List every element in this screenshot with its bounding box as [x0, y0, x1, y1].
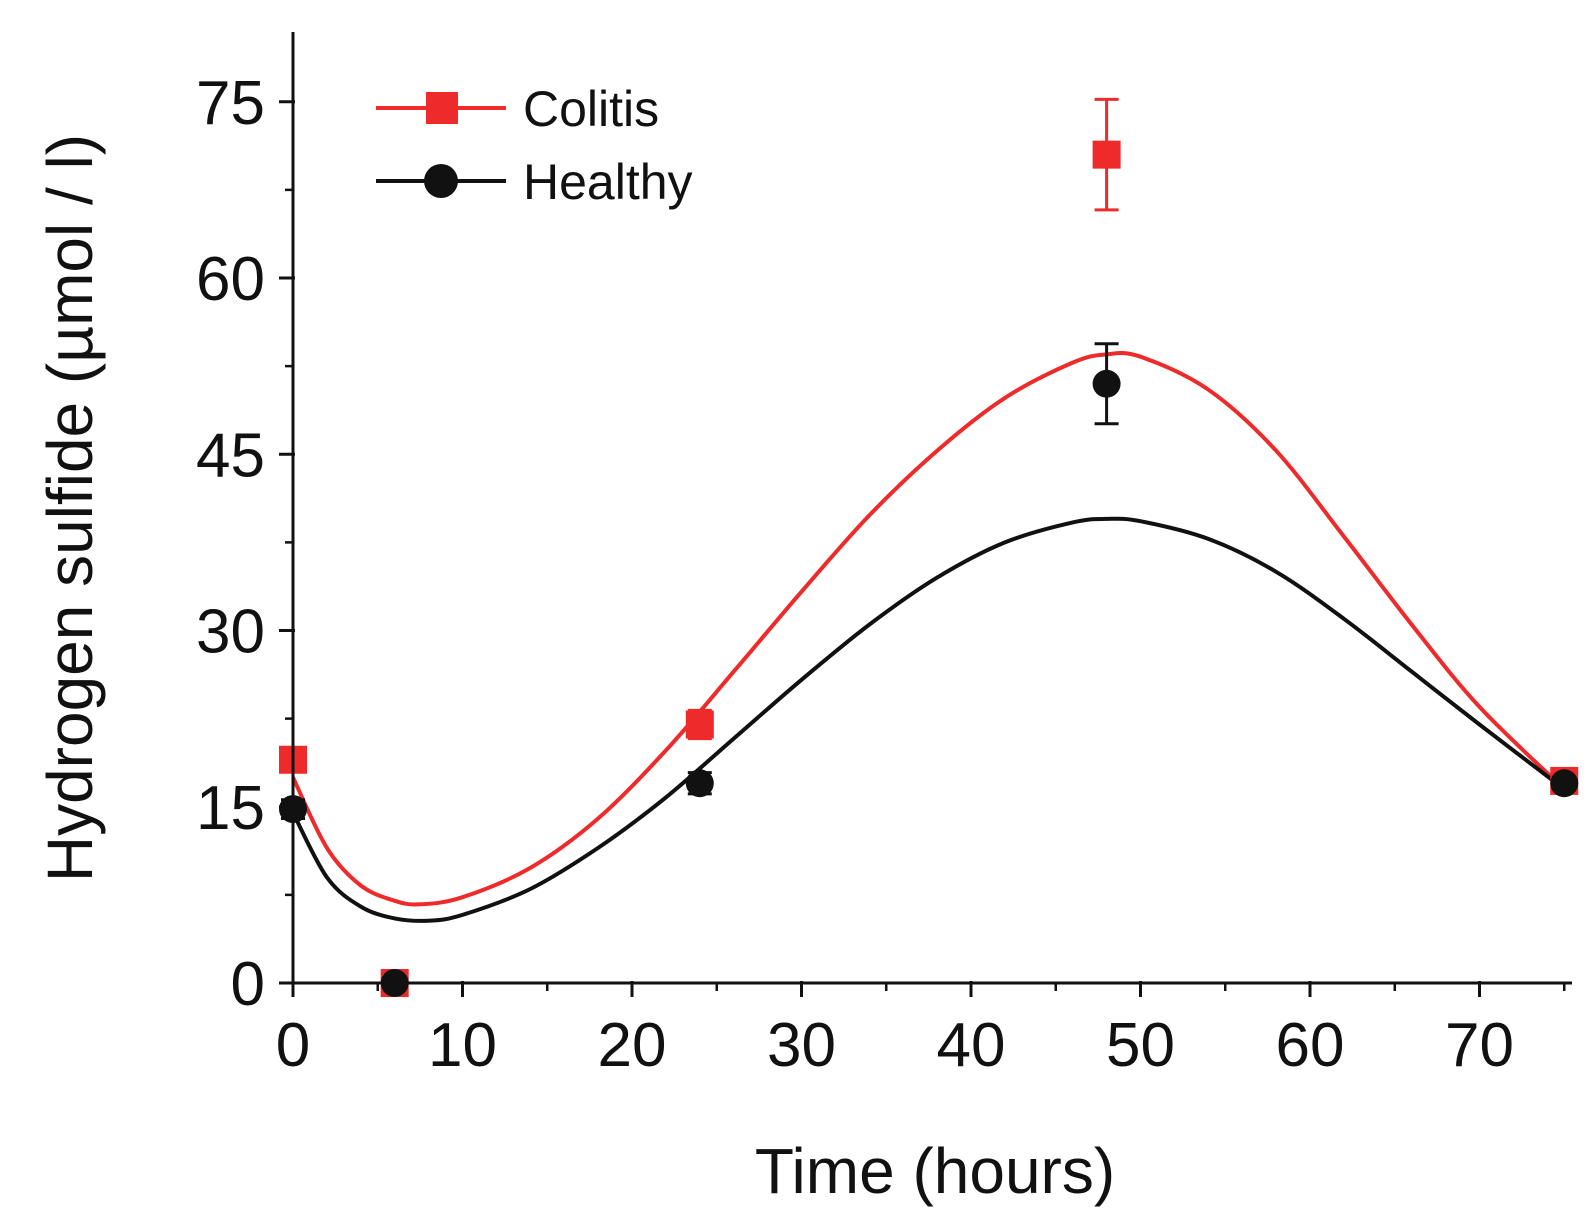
x-tick-label: 30 — [767, 1011, 836, 1080]
data-point-healthy — [1550, 769, 1579, 798]
fit-curve-healthy — [291, 516, 1566, 923]
x-axis-title: Time (hours) — [755, 1135, 1115, 1207]
y-tick-label: 75 — [196, 69, 265, 138]
data-point-colitis — [685, 710, 714, 739]
data-points — [279, 140, 1579, 997]
y-tick-label: 30 — [196, 598, 265, 667]
x-axis-ticks — [291, 981, 1566, 997]
y-tick-label: 0 — [231, 950, 265, 1019]
y-tick-label: 45 — [196, 421, 265, 490]
data-point-healthy — [685, 769, 714, 798]
legend-healthy-marker — [424, 164, 458, 198]
y-tick-label: 15 — [196, 774, 265, 843]
x-axis-tick-labels: 0 10 20 30 40 50 60 70 — [276, 1011, 1514, 1080]
data-point-colitis — [1092, 140, 1121, 169]
x-tick-label: 10 — [428, 1011, 497, 1080]
fit-curve-colitis — [291, 351, 1566, 907]
x-tick-label: 50 — [1106, 1011, 1175, 1080]
legend-colitis-label: Colitis — [523, 81, 659, 137]
fit-curves — [291, 351, 1566, 923]
data-point-healthy — [1092, 369, 1121, 398]
x-tick-label: 70 — [1445, 1011, 1514, 1080]
y-axis-title: Hydrogen sulfide (µmol / l) — [34, 134, 106, 882]
x-tick-label: 20 — [598, 1011, 667, 1080]
y-axis-tick-labels: 0 15 30 45 60 75 — [196, 69, 265, 1019]
x-tick-label: 0 — [276, 1011, 310, 1080]
y-tick-label: 60 — [196, 245, 265, 314]
legend-healthy-label: Healthy — [523, 154, 693, 210]
legend: Colitis Healthy — [376, 81, 693, 210]
x-tick-label: 40 — [937, 1011, 1006, 1080]
x-tick-label: 60 — [1276, 1011, 1345, 1080]
legend-colitis-marker — [426, 92, 458, 124]
